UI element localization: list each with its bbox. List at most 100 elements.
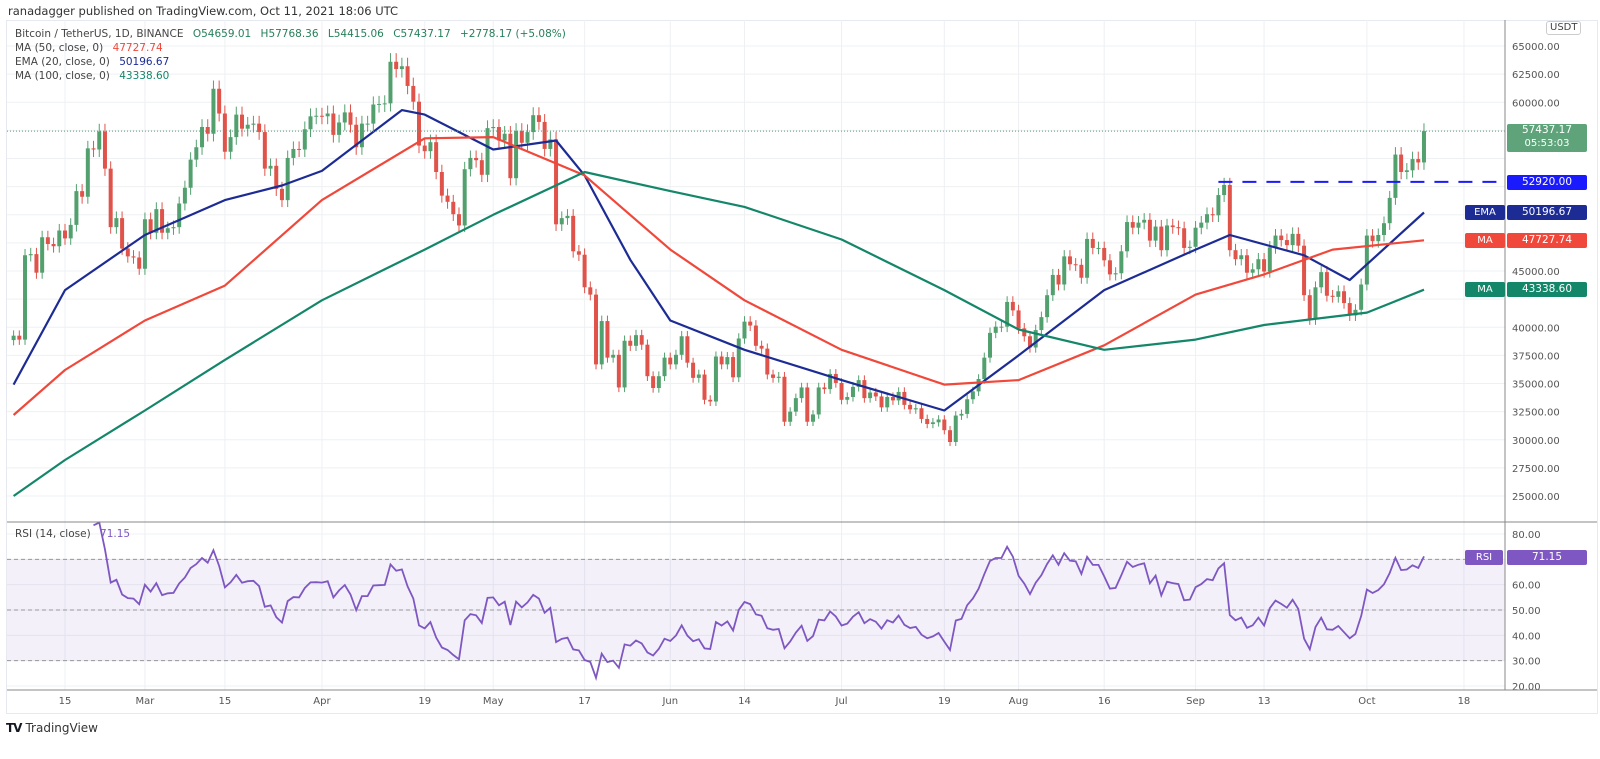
- candle-body: [102, 131, 107, 169]
- x-tick-label: Apr: [313, 696, 331, 707]
- candle-body: [1370, 235, 1375, 242]
- axes: 15 Mar 15 Apr 19 May 17 Jun 14 Jul 19 Aug 16 Sep 13 Oct…: [7, 20, 1597, 707]
- candle-body: [1222, 184, 1227, 196]
- candle-body: [1347, 303, 1352, 316]
- candle-body: [125, 248, 130, 257]
- candle-body: [1085, 238, 1090, 278]
- candle-body: [502, 133, 507, 141]
- candle-body: [479, 160, 484, 175]
- candle-body: [1359, 284, 1364, 310]
- candle-body: [582, 254, 587, 288]
- candle-body: [559, 218, 564, 225]
- tradingview-logo[interactable]: TV TradingView: [6, 721, 98, 735]
- candle-body: [491, 127, 496, 129]
- y-tick-label: 27500.00: [1512, 464, 1560, 475]
- candle-body: [1102, 247, 1107, 261]
- bar-countdown: 05:53:03: [1524, 138, 1570, 149]
- ma100-tag: MA: [1465, 282, 1505, 297]
- candle-body: [411, 85, 416, 102]
- candle-body: [696, 374, 701, 378]
- candle-body: [736, 338, 741, 378]
- candle-body: [205, 127, 210, 134]
- candle-body: [788, 411, 793, 422]
- candle-body: [108, 168, 113, 228]
- candle-body: [365, 123, 370, 125]
- candle-body: [879, 396, 884, 408]
- candle-body: [165, 228, 170, 233]
- candle-body: [771, 374, 776, 378]
- y-tick-label: 30000.00: [1512, 436, 1560, 447]
- x-tick-label: Jun: [661, 696, 678, 707]
- ma50-tag: MA: [1465, 233, 1505, 248]
- horizontal-levels: [7, 130, 1505, 183]
- candle-body: [691, 362, 696, 378]
- candle-body: [1153, 226, 1158, 241]
- y-tick-label: 65000.00: [1512, 42, 1560, 53]
- candle-body: [154, 209, 159, 233]
- candle-body: [319, 115, 324, 117]
- candle-body: [1136, 222, 1141, 228]
- candle-body: [1244, 255, 1249, 273]
- candle-body: [234, 114, 239, 138]
- ma50-legend[interactable]: MA (50, close, 0) 47727.74: [15, 42, 169, 55]
- x-tick-label: 13: [1258, 696, 1271, 707]
- candle-body: [40, 237, 45, 273]
- candle-body: [850, 386, 855, 397]
- ema20-value: 50196.67: [119, 56, 170, 68]
- candle-body: [171, 227, 176, 229]
- candle-body: [811, 414, 815, 422]
- candle-body: [702, 374, 707, 400]
- candle-body: [1313, 287, 1318, 320]
- candle-body: [1005, 301, 1010, 327]
- candle-body: [936, 419, 941, 423]
- rsi-tick-label: 60.00: [1512, 581, 1541, 592]
- y-tick-label: 35000.00: [1512, 380, 1560, 391]
- candle-body: [1027, 336, 1032, 348]
- candle-body: [845, 397, 850, 400]
- candle-body: [1262, 259, 1267, 272]
- candle-body: [439, 172, 444, 196]
- x-tick-label: Oct: [1358, 696, 1375, 707]
- candle-body: [177, 203, 182, 228]
- currency-button[interactable]: USDT: [1546, 21, 1582, 35]
- candle-body: [285, 157, 290, 201]
- candle-body: [182, 187, 187, 204]
- candle-body: [1176, 227, 1181, 229]
- candle-body: [616, 354, 621, 388]
- ma50-value: 47727.74: [112, 42, 163, 54]
- x-tick-label: Aug: [1009, 696, 1029, 707]
- candle-body: [1165, 225, 1170, 251]
- candle-body: [297, 148, 302, 150]
- candle-body: [17, 335, 22, 340]
- ma100-legend[interactable]: MA (100, close, 0) 43338.60: [15, 70, 175, 83]
- candle-body: [656, 376, 661, 388]
- candle-body: [816, 387, 821, 415]
- candle-body: [622, 340, 627, 388]
- candle-body: [673, 354, 678, 365]
- candle-body: [668, 357, 673, 365]
- candle-body: [839, 382, 844, 400]
- candle-body: [417, 101, 422, 146]
- y-tick-label: 25000.00: [1512, 492, 1560, 503]
- candle-body: [1239, 255, 1244, 260]
- moving-average-lines: [12, 108, 1425, 497]
- candle-body: [1233, 250, 1238, 260]
- candle-body: [993, 326, 998, 333]
- ema20-legend[interactable]: EMA (20, close, 0) 50196.67: [15, 56, 175, 69]
- candle-body: [354, 124, 359, 148]
- ma50-price-tag: 47727.74: [1507, 233, 1587, 248]
- candles: [11, 53, 1426, 447]
- candle-body: [1147, 219, 1152, 241]
- rsi-legend[interactable]: RSI (14, close) 71.15: [15, 528, 136, 541]
- candle-body: [1279, 235, 1284, 241]
- candle-body: [23, 255, 28, 340]
- candle-body: [1267, 247, 1272, 272]
- ohlc-close: C57437.17: [393, 28, 451, 40]
- candle-body: [1016, 310, 1021, 329]
- candle-body: [1382, 223, 1386, 235]
- x-tick-label: 17: [578, 696, 591, 707]
- candle-body: [536, 115, 541, 122]
- candle-body: [1421, 131, 1426, 163]
- candle-body: [114, 218, 119, 228]
